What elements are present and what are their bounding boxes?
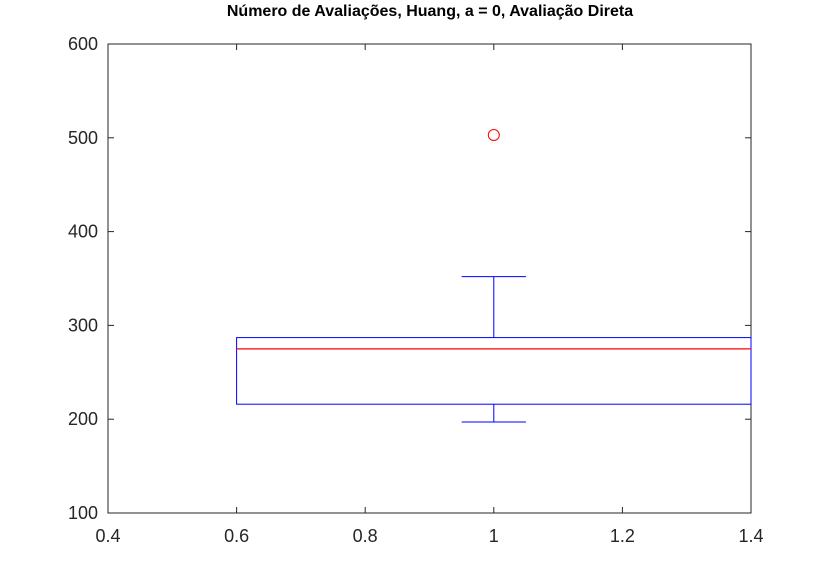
iqr-box xyxy=(236,337,752,405)
y-tick-label: 400 xyxy=(68,222,98,242)
y-tick-label: 100 xyxy=(68,503,98,523)
x-tick-label: 0.8 xyxy=(353,526,378,546)
chart-title: Número de Avaliações, Huang, a = 0, Aval… xyxy=(227,3,633,20)
outlier-point xyxy=(487,128,500,141)
x-tick-label: 1 xyxy=(489,526,499,546)
y-tick-label: 200 xyxy=(68,409,98,429)
plot-frame xyxy=(107,43,752,514)
y-tick-label: 600 xyxy=(68,34,98,54)
y-tick-label: 500 xyxy=(68,128,98,148)
x-tick-label: 0.4 xyxy=(95,526,120,546)
x-tick-label: 1.2 xyxy=(610,526,635,546)
x-tick-label: 1.4 xyxy=(738,526,763,546)
box-group xyxy=(236,128,752,423)
x-tick-label: 0.6 xyxy=(224,526,249,546)
y-tick-label: 300 xyxy=(68,315,98,335)
axes: 0.4 0.6 0.8 1 1.2 1.4 100 200 300 400 500 600 xyxy=(68,34,764,546)
